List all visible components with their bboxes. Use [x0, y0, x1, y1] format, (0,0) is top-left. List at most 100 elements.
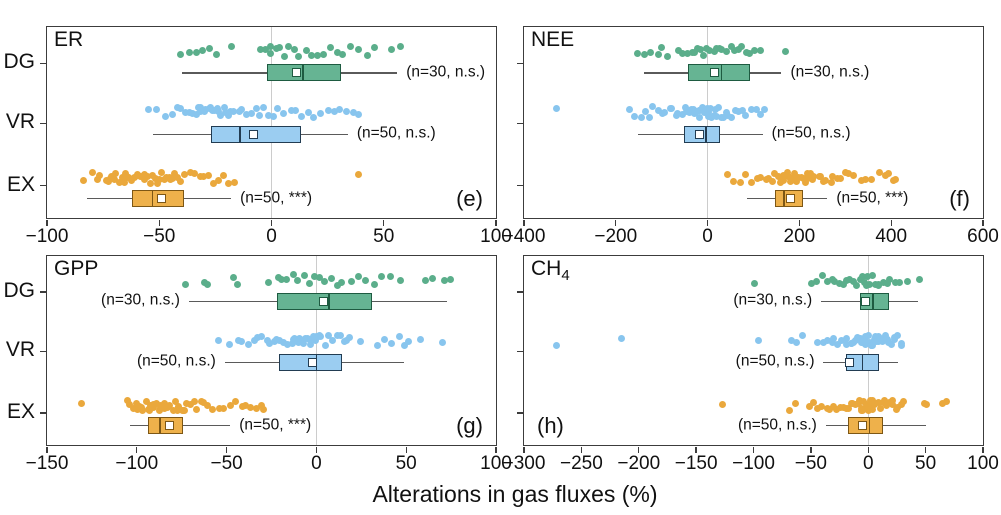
- data-point: [215, 405, 223, 413]
- data-point: [899, 397, 907, 405]
- x-tick-label: −200: [617, 453, 661, 474]
- data-point: [288, 107, 296, 115]
- data-point: [220, 404, 228, 412]
- data-point: [825, 406, 833, 414]
- data-point: [171, 398, 179, 406]
- data-point: [219, 171, 227, 179]
- data-point: [858, 406, 866, 414]
- data-point: [440, 277, 448, 285]
- data-point: [657, 43, 665, 51]
- data-point: [204, 401, 212, 409]
- data-point: [887, 341, 895, 349]
- x-tick-mark: [495, 446, 497, 453]
- data-point: [746, 50, 754, 58]
- data-point: [842, 334, 850, 342]
- data-point: [792, 399, 800, 407]
- x-tick-label: −100: [25, 226, 69, 247]
- mean-marker: [156, 194, 166, 204]
- data-point: [803, 174, 811, 182]
- x-tick-label: −300: [502, 453, 546, 474]
- y-axis-label: VR: [5, 338, 35, 362]
- data-point: [281, 53, 289, 61]
- x-tick-label: 50: [373, 226, 395, 247]
- x-tick-mark: [798, 219, 801, 226]
- y-tick-mark: [516, 412, 523, 414]
- x-tick-label: −100: [732, 453, 775, 474]
- data-point: [357, 337, 365, 345]
- data-point: [354, 272, 362, 280]
- data-point: [226, 107, 234, 115]
- data-point: [324, 331, 332, 339]
- data-point: [187, 400, 195, 408]
- data-point: [684, 50, 692, 58]
- panel-ch4: CH4 (h) −300 −250 −200 −150 −100 −50 0 50 100 (n=…: [503, 255, 999, 474]
- mean-marker: [861, 296, 871, 306]
- data-point: [176, 50, 184, 58]
- data-point: [291, 45, 299, 53]
- data-point: [276, 336, 284, 344]
- data-point: [730, 47, 738, 55]
- data-point: [739, 106, 746, 114]
- data-point: [646, 114, 654, 122]
- data-point: [152, 105, 160, 113]
- data-point: [305, 336, 313, 344]
- data-point: [200, 172, 208, 180]
- data-point: [874, 282, 882, 290]
- data-point: [196, 173, 204, 181]
- data-point: [320, 277, 328, 285]
- x-tick-label: −200: [594, 226, 638, 247]
- data-point: [305, 108, 313, 116]
- y-axis-label: VR: [5, 110, 35, 134]
- data-point: [118, 174, 126, 182]
- data-point: [221, 103, 229, 111]
- data-point: [401, 341, 409, 349]
- data-point: [829, 172, 837, 180]
- median-line: [302, 64, 304, 82]
- data-point: [224, 112, 232, 120]
- data-point: [277, 276, 285, 284]
- data-point: [869, 271, 877, 279]
- mean-marker: [858, 421, 867, 431]
- data-point: [793, 178, 801, 186]
- data-point: [723, 48, 731, 56]
- data-point: [247, 404, 255, 412]
- data-point: [849, 278, 857, 286]
- data-point: [707, 105, 715, 113]
- data-point: [751, 279, 759, 287]
- y-tick-mark: [39, 350, 46, 353]
- data-point: [181, 406, 188, 414]
- data-point: [864, 406, 872, 414]
- data-point: [878, 337, 886, 345]
- data-point: [868, 175, 876, 183]
- data-point: [192, 110, 200, 118]
- data-point: [276, 43, 284, 51]
- data-point: [301, 272, 309, 280]
- data-point: [177, 178, 185, 186]
- x-tick-mark: [982, 219, 984, 226]
- data-point: [283, 341, 291, 349]
- data-point: [149, 403, 157, 411]
- data-point: [350, 109, 358, 117]
- x-tick-mark: [695, 446, 697, 453]
- data-point: [915, 276, 923, 284]
- data-point: [294, 338, 302, 346]
- data-point: [166, 401, 174, 409]
- data-point: [346, 42, 354, 50]
- data-point: [813, 338, 821, 346]
- data-point: [331, 107, 339, 115]
- data-point: [291, 334, 299, 342]
- data-point: [699, 52, 707, 60]
- data-point: [327, 274, 335, 282]
- data-point: [95, 171, 103, 179]
- data-point: [321, 342, 329, 350]
- data-point: [120, 179, 128, 187]
- data-point: [354, 46, 362, 54]
- data-point: [313, 52, 321, 60]
- data-point: [893, 404, 901, 412]
- data-point: [265, 112, 273, 120]
- data-point: [374, 342, 382, 350]
- x-tick-label: 100: [480, 226, 512, 247]
- data-point: [810, 172, 818, 180]
- data-point: [699, 103, 707, 111]
- data-point: [325, 106, 333, 114]
